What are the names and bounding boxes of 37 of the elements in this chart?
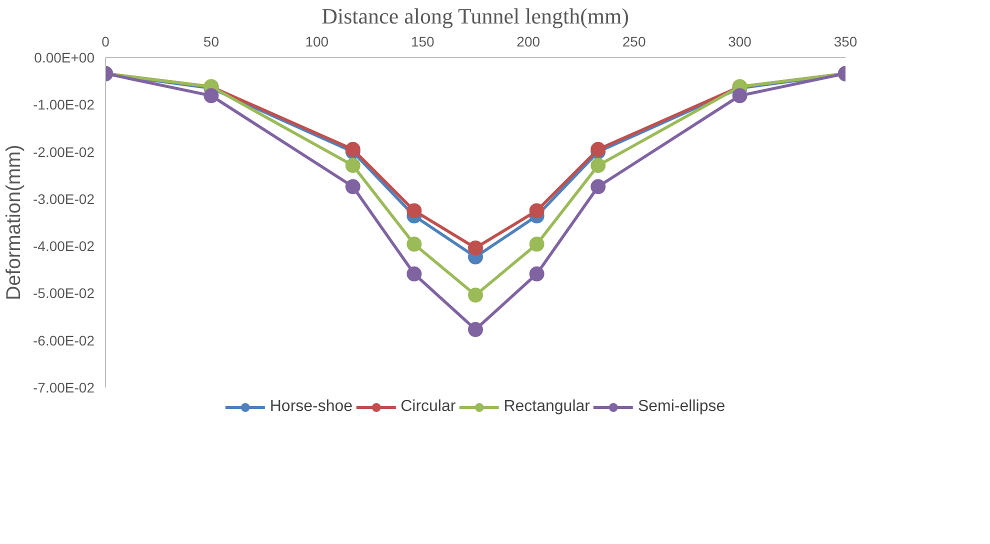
- legend-label: Semi-ellipse: [638, 398, 726, 416]
- point: [468, 240, 483, 256]
- legend-label: Horse-shoe: [270, 398, 353, 416]
- point: [732, 88, 748, 104]
- point: [204, 88, 219, 104]
- y-tick-label: -5.00E-02: [33, 285, 95, 302]
- point: [345, 158, 360, 173]
- y-tick-label: 0.00E+00: [34, 50, 95, 66]
- point: [406, 236, 422, 252]
- x-tick-label: 300: [728, 34, 752, 50]
- point: [590, 179, 606, 194]
- point: [529, 236, 544, 252]
- y-tick-label: -6.00E-02: [33, 332, 95, 348]
- x-tick-label: 350: [834, 34, 858, 50]
- point: [406, 266, 422, 282]
- x-tick-label: 100: [305, 34, 329, 50]
- y-tick-label: -4.00E-02: [33, 238, 95, 254]
- y-tick-label: -2.00E-02: [33, 144, 95, 160]
- y-tick-label: -7.00E-02: [33, 380, 95, 396]
- y-tick-label: -3.00E-02: [33, 190, 95, 207]
- x-axis-title: Distance along Tunnel length(mm): [322, 4, 629, 28]
- x-tick-label: 50: [203, 34, 220, 50]
- point: [529, 203, 544, 218]
- x-tick-label: 0: [102, 34, 110, 50]
- x-tick-label: 200: [516, 34, 540, 50]
- legend-label: Circular: [400, 398, 456, 416]
- point: [529, 266, 544, 282]
- point: [345, 179, 360, 194]
- x-tick-label: 150: [410, 34, 435, 50]
- point: [406, 203, 422, 218]
- legend-label: Rectangular: [504, 398, 590, 416]
- y-axis-title: Deformation(mm): [3, 144, 26, 300]
- point: [468, 322, 483, 337]
- point: [590, 158, 606, 173]
- y-tick-label: -1.00E-02: [33, 96, 95, 113]
- point: [468, 288, 483, 303]
- x-tick-label: 250: [622, 34, 646, 50]
